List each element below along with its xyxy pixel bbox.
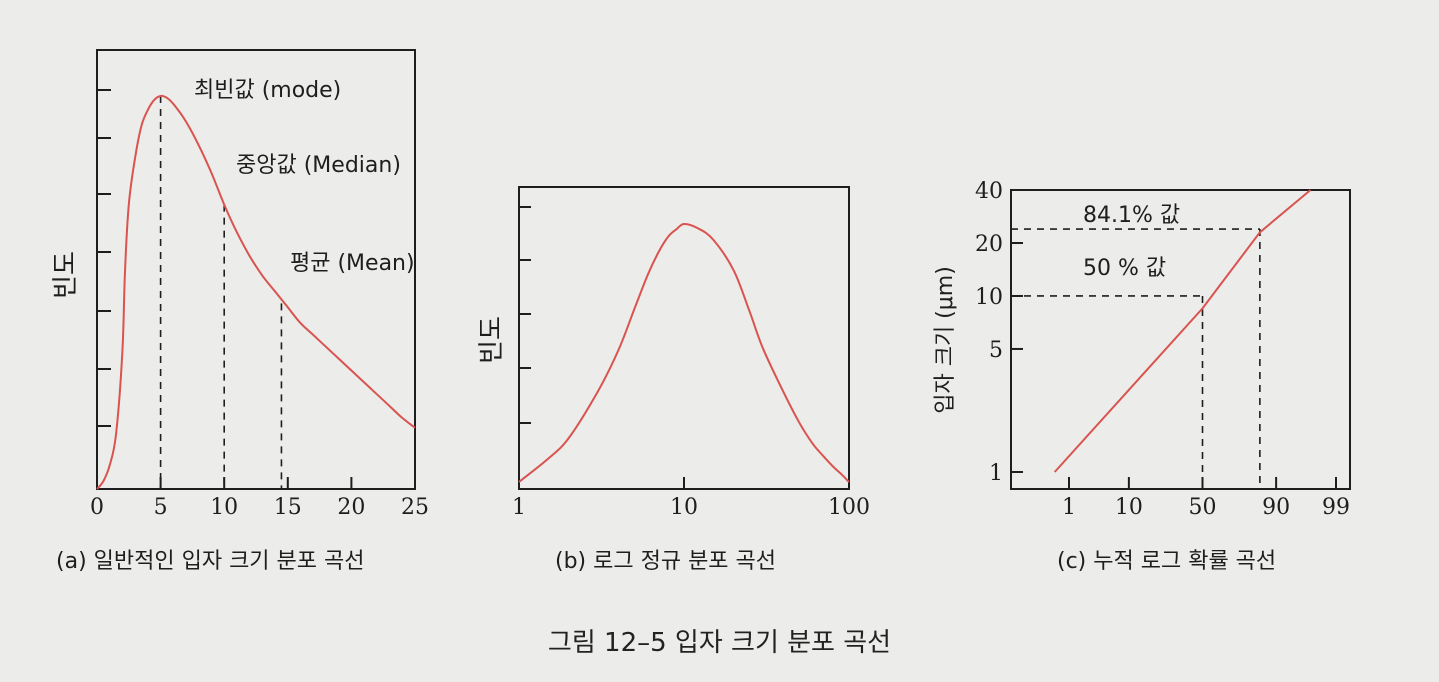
chart-c-frame xyxy=(1010,189,1351,490)
chart-c-reference-lines: 50 % 값 84.1% 값 xyxy=(1011,203,1261,489)
chart-b-caption: (b) 로그 정규 분포 곡선 xyxy=(555,549,776,574)
chart-b-series-line xyxy=(518,222,850,483)
chart-c-reference-label: 50 % 값 xyxy=(1083,256,1166,281)
chart-a-x-tick-labels: 0 5 10 15 20 25 xyxy=(90,495,429,520)
chart-b-frame xyxy=(518,186,850,490)
chart-a-frame xyxy=(96,49,416,490)
chart-a-marker-label: 평균 (Mean) xyxy=(290,251,415,276)
chart-c-x-tick-label: 10 xyxy=(1115,495,1143,520)
chart-b-ylabel: 빈도 xyxy=(477,316,507,364)
chart-a-caption: (a) 일반적인 입자 크기 분포 곡선 xyxy=(56,549,365,574)
chart-c-y-tick-labels: 1 5 10 20 40 xyxy=(975,179,1003,486)
chart-c-caption: (c) 누적 로그 확률 곡선 xyxy=(1057,549,1276,574)
chart-b: 1 10 100 빈도 xyxy=(477,186,870,520)
chart-c-y-tick-label: 10 xyxy=(975,285,1003,310)
chart-c-y-tick-label: 20 xyxy=(975,232,1003,257)
chart-c-y-ticks xyxy=(1011,189,1023,473)
chart-c-x-tick-label: 99 xyxy=(1322,495,1350,520)
chart-b-x-tick-labels: 1 10 100 xyxy=(512,495,870,520)
chart-a-ylabel: 빈도 xyxy=(51,251,81,299)
chart-a-series-line xyxy=(96,94,416,490)
chart-a-x-tick-label: 25 xyxy=(401,495,429,520)
chart-c-y-tick-label: 5 xyxy=(989,338,1003,363)
chart-c-ylabel: 입자 크기 (μm) xyxy=(933,266,958,414)
chart-b-y-ticks xyxy=(519,206,531,424)
chart-a-y-ticks xyxy=(97,89,111,427)
chart-a-x-tick-label: 10 xyxy=(210,495,238,520)
chart-a-x-ticks xyxy=(159,477,353,489)
chart-a-x-tick-label: 5 xyxy=(154,495,168,520)
chart-b-x-tick-label: 100 xyxy=(828,495,870,520)
chart-c-series-line xyxy=(1053,189,1312,473)
chart-a-markers: 최빈값 (mode) 중앙값 (Median) 평균 (Mean) xyxy=(159,78,415,489)
chart-a-marker-label: 최빈값 (mode) xyxy=(194,78,341,103)
chart-b-x-tick-label: 1 xyxy=(512,495,526,520)
figure-caption: 그림 12–5 입자 크기 분포 곡선 xyxy=(547,628,892,658)
chart-a-x-tick-label: 15 xyxy=(274,495,302,520)
chart-a-marker-label: 중앙값 (Median) xyxy=(236,153,401,178)
chart-c-y-tick-label: 1 xyxy=(989,461,1003,486)
chart-c-reference-label: 84.1% 값 xyxy=(1083,203,1180,228)
chart-c-x-tick-label: 1 xyxy=(1062,495,1076,520)
chart-c-x-tick-labels: 1 10 50 90 99 xyxy=(1062,495,1350,520)
chart-a-x-tick-label: 20 xyxy=(337,495,365,520)
chart-a: 0 5 10 15 20 25 최빈값 (mode) 중앙값 (Median) 평균 (Mea… xyxy=(51,49,429,520)
chart-c: 1 5 10 20 40 1 10 50 90 99 50 % 값 84.1% 값 입자 크기 (… xyxy=(933,179,1351,520)
chart-c-y-tick-label: 40 xyxy=(975,179,1003,204)
chart-a-x-tick-label: 0 xyxy=(90,495,104,520)
chart-c-x-tick-label: 90 xyxy=(1262,495,1290,520)
chart-b-x-tick-label: 10 xyxy=(670,495,698,520)
chart-c-x-tick-label: 50 xyxy=(1189,495,1217,520)
